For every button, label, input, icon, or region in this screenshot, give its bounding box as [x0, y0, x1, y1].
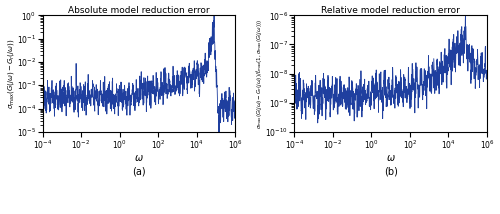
- Text: $\omega$: $\omega$: [386, 153, 396, 163]
- Title: Absolute model reduction error: Absolute model reduction error: [68, 6, 210, 15]
- Y-axis label: $\sigma_{\rm max}(G(j\omega)-G_r(j\omega))$: $\sigma_{\rm max}(G(j\omega)-G_r(j\omega…: [6, 38, 16, 109]
- Title: Relative model reduction error: Relative model reduction error: [321, 6, 460, 15]
- Text: (b): (b): [384, 167, 398, 177]
- Y-axis label: $\sigma_{\rm max}(G(j\omega)-G_r(j\omega))/\ell_{\rm max}(1,\sigma_{\rm max}(G(j: $\sigma_{\rm max}(G(j\omega)-G_r(j\omega…: [254, 19, 264, 129]
- Text: $\omega$: $\omega$: [134, 153, 144, 163]
- Text: (a): (a): [132, 167, 145, 177]
